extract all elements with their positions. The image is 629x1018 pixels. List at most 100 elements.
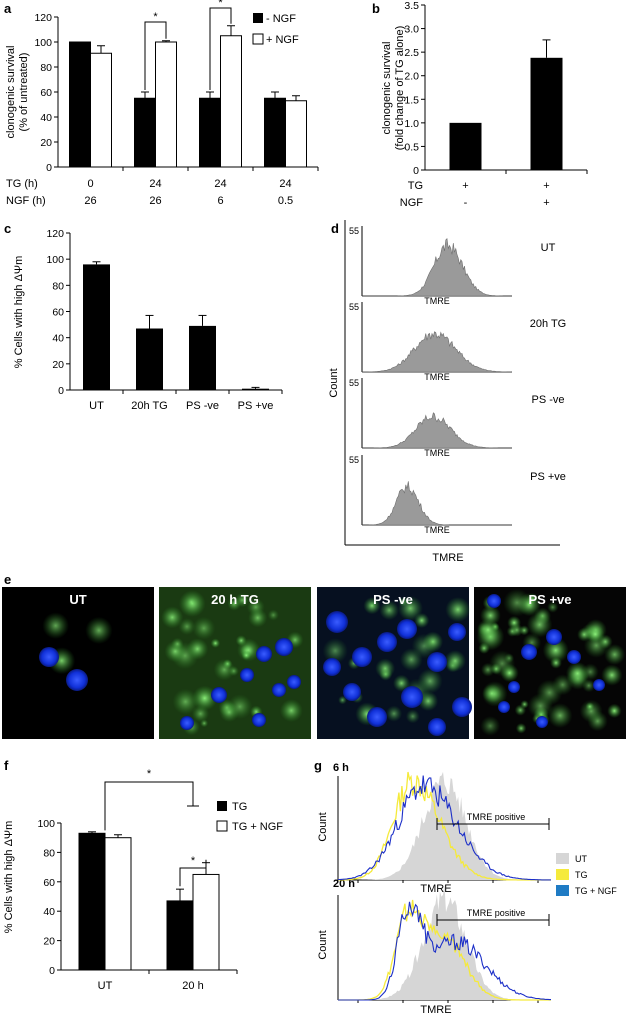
panel-f-legend: TG TG + NGF xyxy=(216,801,283,833)
mitochondria-signal xyxy=(480,716,501,736)
legend-ut: UT xyxy=(575,854,587,864)
micrograph-1: UT xyxy=(2,587,154,739)
mitochondria-signal xyxy=(579,699,603,723)
panel-g-xlabel-20h: TMRE xyxy=(420,1004,451,1016)
panel-a-bars xyxy=(69,25,307,168)
mitochondria-signal xyxy=(585,702,595,712)
panel-b-tg-value: + xyxy=(543,180,549,192)
mitochondria-signal xyxy=(385,705,403,722)
panel-f-ytick-label: 100 xyxy=(37,818,55,830)
mitochondria-signal xyxy=(392,674,410,692)
panel-c-bar xyxy=(83,264,110,390)
panel-f-significance-star-2: * xyxy=(191,855,196,867)
mitochondria-signal xyxy=(248,608,268,628)
panel-a-bar-plus-ngf xyxy=(220,35,242,168)
panel-c-bars xyxy=(83,261,269,390)
panel-a-ylabel-2: (% of untreated) xyxy=(18,53,30,132)
legend-swatch-ut xyxy=(556,853,569,864)
mitochondria-signal xyxy=(601,664,623,686)
mitochondria-signal xyxy=(227,597,242,611)
panel-f-significance: ** xyxy=(104,768,207,887)
panel-d-histograms: 55 TMRE UT 55 TMRE 20h TG 55 TMRE PS -ve 55 TMRE PS… xyxy=(349,226,566,535)
panel-g-label: g xyxy=(314,758,322,773)
panel-b-row-label-ngf: NGF xyxy=(400,197,424,209)
panel-d-hist-ymax: 55 xyxy=(349,226,359,236)
panel-d-hist-ymax: 55 xyxy=(349,302,359,312)
panel-b-ylabel-1: clonogenic survival xyxy=(381,42,393,135)
panel-f-significance-bracket xyxy=(104,781,194,831)
mitochondria-signal xyxy=(476,618,500,642)
mitochondria-signal xyxy=(397,595,423,621)
panel-f-axes: 0 20 40 60 80 100 UT 20 h xyxy=(37,818,238,992)
micrograph-2: 20 h TG xyxy=(159,587,311,739)
panel-f-bar-tg xyxy=(78,832,106,971)
panel-b-ytick-label: 3.0 xyxy=(404,24,419,36)
mitochondria-signal xyxy=(445,597,471,623)
panel-c-ytick-label: 100 xyxy=(46,254,64,266)
panel-b-ngf-value: - xyxy=(464,197,468,209)
mitochondria-signal xyxy=(171,637,184,651)
nucleus xyxy=(256,646,272,662)
panel-a-condition-table: 0 26 24 26 24 6 24 0.5 xyxy=(84,178,293,207)
panel-b-row-label-tg: TG xyxy=(408,180,423,192)
panel-c-ytick-label: 40 xyxy=(52,333,64,345)
mitochondria-signal xyxy=(519,625,530,636)
micrograph-label: PS +ve xyxy=(528,592,571,607)
panel-a-tg-value: 0 xyxy=(87,178,93,190)
panel-a-ytick-label: 100 xyxy=(34,37,52,49)
panel-d-ylabel: Count xyxy=(328,368,340,397)
nucleus xyxy=(240,668,254,682)
panel-b-axes: 0 0.5 1.0 1.5 2.0 2.5 3.0 3.5 xyxy=(404,0,588,177)
nucleus xyxy=(452,697,472,717)
nucleus xyxy=(546,629,562,645)
mitochondria-signal xyxy=(500,663,519,683)
mitochondria-signal xyxy=(375,658,396,679)
panel-b-label: b xyxy=(372,1,380,16)
panel-a-bar-minus-ngf xyxy=(134,97,156,168)
panel-g-ylabel-6h: Count xyxy=(317,812,329,841)
micrograph-4: PS +ve xyxy=(474,587,626,739)
mitochondria-signal xyxy=(536,679,563,706)
mitochondria-signal xyxy=(213,658,236,681)
panel-a-row-label-tg: TG (h) xyxy=(6,178,38,190)
panel-a-ytick-label: 40 xyxy=(40,112,52,124)
nucleus xyxy=(326,611,348,633)
panel-f: f % Cells with high ΔΨm 0 20 40 60 80 100 UT 20… xyxy=(3,758,283,992)
panel-a-significance-bracket xyxy=(144,21,167,90)
mitochondria-signal xyxy=(200,719,209,728)
panel-g-gate-label: TMRE positive xyxy=(467,908,526,918)
mitochondria-signal xyxy=(598,634,613,650)
panel-b-tg-value: + xyxy=(462,180,468,192)
panel-g-histogram-tg-ngf xyxy=(338,901,551,1001)
panel-a-ngf-value: 6 xyxy=(217,195,223,207)
panel-d-hist-label: PS +ve xyxy=(530,471,566,483)
mitochondria-signal xyxy=(172,688,199,715)
panel-c-axes: 0 20 40 60 80 100 120 UT 20h TG PS -ve PS +ve xyxy=(46,228,283,412)
panel-a-significance-star: * xyxy=(218,0,223,9)
mitochondria-signal xyxy=(515,722,527,734)
panel-a-ngf-value: 0.5 xyxy=(278,195,293,207)
mitochondria-signal xyxy=(192,685,218,711)
mitochondria-signal xyxy=(42,612,70,639)
panel-f-bar-tg-ngf xyxy=(104,837,132,971)
panel-b-bars xyxy=(449,39,563,170)
panel-d-xlabel: TMRE xyxy=(432,552,463,564)
mitochondria-signal xyxy=(379,600,400,621)
panel-a-bar-minus-ngf xyxy=(199,97,221,168)
panel-b-bar xyxy=(530,57,563,170)
mitochondria-signal xyxy=(322,638,348,664)
mitochondria-signal xyxy=(241,650,252,661)
mitochondria-signal xyxy=(506,625,518,637)
panel-g: g 6 h 20 h Count Count TMRE positiveTMRE… xyxy=(314,758,617,1016)
panel-a-bar-minus-ngf xyxy=(69,41,91,168)
nucleus xyxy=(39,647,59,667)
mitochondria-signal xyxy=(444,650,466,672)
mitochondria-signal xyxy=(405,709,420,724)
panel-a-significance: ** xyxy=(144,0,232,90)
panel-d-hist-xlabel: TMRE xyxy=(424,448,450,458)
nucleus xyxy=(180,716,194,730)
panel-g-legend: UT TG TG + NGF xyxy=(556,853,617,896)
panel-c-category-label: PS +ve xyxy=(238,400,274,412)
panel-f-ytick-label: 40 xyxy=(43,906,55,918)
